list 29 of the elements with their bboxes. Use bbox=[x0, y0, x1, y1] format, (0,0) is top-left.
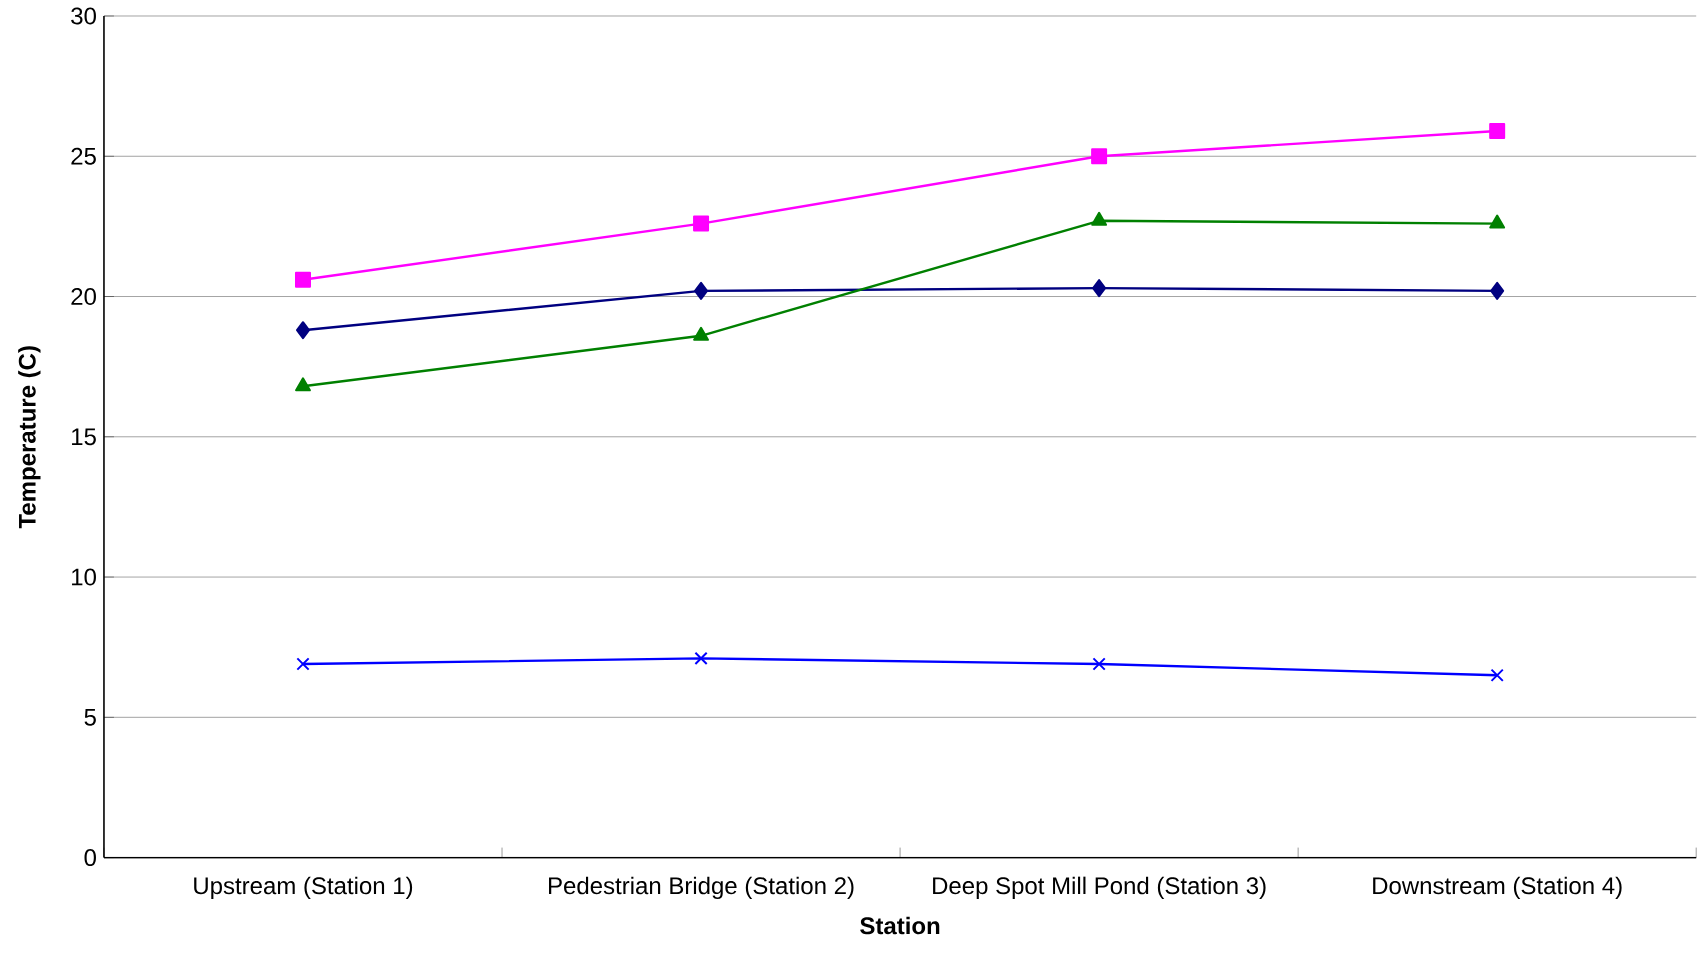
point bbox=[296, 657, 310, 671]
y-tick-label: 0 bbox=[84, 849, 96, 867]
point bbox=[295, 377, 311, 392]
point bbox=[295, 321, 310, 340]
y-tick-label: 30 bbox=[71, 7, 96, 25]
y-tick-label: 25 bbox=[71, 148, 96, 165]
x-tick-label: Deep Spot Mill Pond (Station 3) bbox=[933, 876, 1266, 900]
point bbox=[295, 271, 311, 288]
point bbox=[694, 651, 708, 666]
point bbox=[1490, 668, 1504, 683]
point bbox=[1092, 657, 1106, 671]
y-tick-label: 5 bbox=[84, 709, 96, 726]
x-tick-label: Upstream (Station 1) bbox=[194, 876, 413, 900]
y-tick-label: 15 bbox=[72, 428, 96, 446]
point bbox=[1091, 212, 1108, 227]
point bbox=[1092, 279, 1107, 298]
x-tick-label: Downstream (Station 4) bbox=[1373, 876, 1622, 900]
point bbox=[1489, 123, 1506, 140]
y-tick-label: 10 bbox=[72, 568, 96, 586]
x-tick-label: Pedestrian Bridge (Station 2) bbox=[549, 876, 854, 900]
point bbox=[694, 282, 709, 301]
x-axis-title: Station bbox=[860, 916, 940, 935]
point bbox=[1091, 148, 1108, 165]
point bbox=[1490, 282, 1505, 301]
y-tick-label: 20 bbox=[71, 288, 96, 306]
point bbox=[693, 215, 710, 232]
point bbox=[1489, 214, 1506, 229]
point bbox=[693, 327, 709, 342]
y-axis-title: Temperature (C) bbox=[18, 346, 41, 529]
